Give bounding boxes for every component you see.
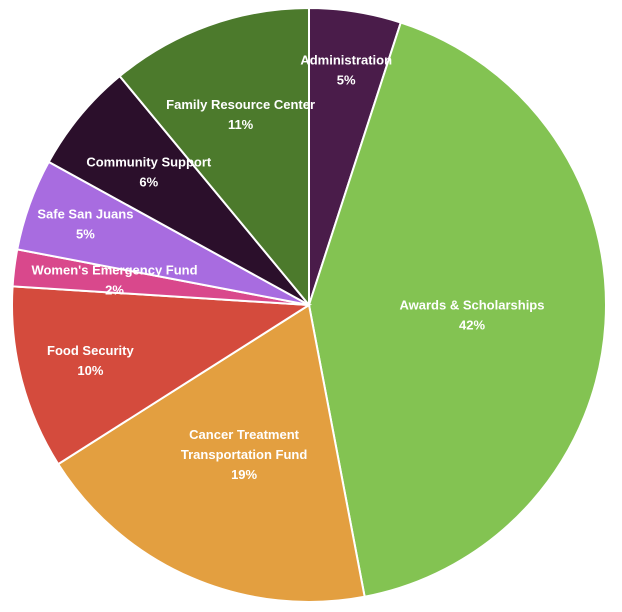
slice-label: Safe San Juans 5% <box>37 207 133 242</box>
slice-label: Community Support 6% <box>86 155 212 190</box>
slice-percent: 10% <box>77 363 103 378</box>
slice-percent: 11% <box>228 117 254 132</box>
slice-label: Women's Emergency Fund 2% <box>31 262 197 297</box>
slice-name: Community Support <box>86 155 212 170</box>
slice-label: Cancer Treatment Transportation Fund 19% <box>181 427 307 482</box>
slice-name: Awards & Scholarships <box>400 297 545 312</box>
slice-label: Family Resource Center 11% <box>166 97 315 132</box>
pie-labels: Administration 5% Awards & Scholarships 42%… <box>31 52 544 482</box>
slice-name: Food Security <box>47 343 134 358</box>
slice-percent: 5% <box>337 72 356 87</box>
slice-label: Food Security 10% <box>47 343 134 378</box>
slice-percent: 19% <box>231 467 257 482</box>
slice-name: Administration <box>300 52 392 67</box>
pie-slices <box>11 6 607 603</box>
slice-percent: 2% <box>105 282 124 297</box>
pie-slice <box>11 285 313 466</box>
slice-name: Family Resource Center <box>166 97 315 112</box>
slice-percent: 6% <box>139 175 158 190</box>
slice-percent: 42% <box>459 317 485 332</box>
slice-label: Awards & Scholarships 42% <box>400 297 545 332</box>
pie-slice <box>56 303 366 603</box>
slice-name: Transportation Fund <box>181 447 307 462</box>
pie-slice <box>307 21 607 598</box>
pie-slice <box>118 6 310 308</box>
slice-label: Administration 5% <box>300 52 392 87</box>
slice-name: Safe San Juans <box>37 207 133 222</box>
slice-name: Women's Emergency Fund <box>31 262 197 277</box>
slice-name: Cancer Treatment <box>189 427 299 442</box>
slice-percent: 5% <box>76 227 95 242</box>
